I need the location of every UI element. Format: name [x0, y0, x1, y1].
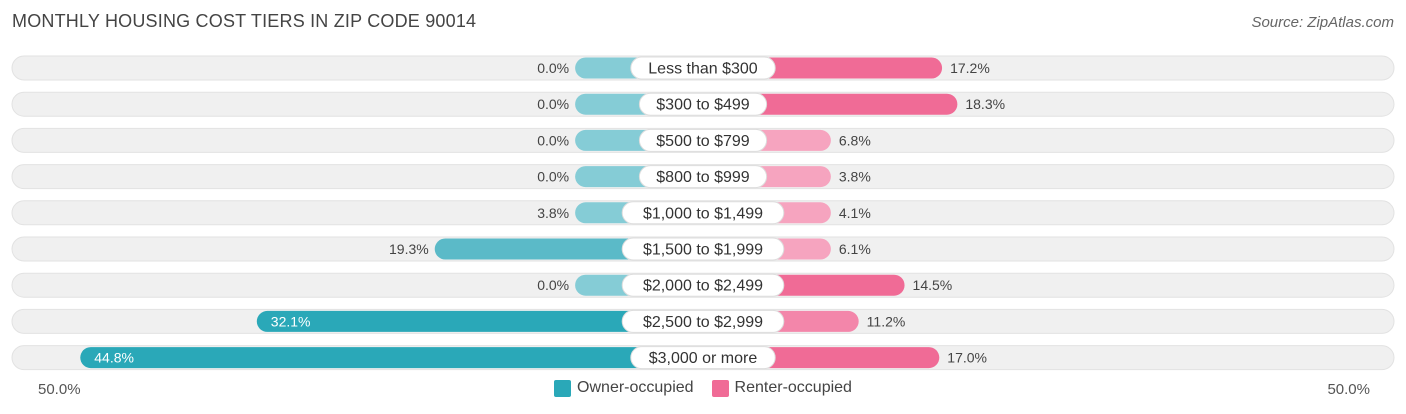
owner-value-label: 44.8%	[94, 350, 134, 366]
owner-bar	[256, 310, 703, 332]
legend-label-owner: Owner-occupied	[577, 379, 694, 396]
renter-value-label: 18.3%	[965, 96, 1005, 112]
owner-value-label: 0.0%	[537, 132, 569, 148]
legend-swatch-renter	[711, 379, 729, 397]
owner-value-label: 0.0%	[537, 96, 569, 112]
category-label: Less than $300	[648, 61, 758, 78]
chart-title: MONTHLY HOUSING COST TIERS IN ZIP CODE 9…	[12, 11, 477, 31]
renter-value-label: 6.8%	[839, 132, 871, 148]
category-label: $2,500 to $2,999	[643, 314, 763, 331]
owner-value-label: 0.0%	[537, 169, 569, 185]
owner-value-label: 19.3%	[389, 241, 429, 257]
legend: Owner-occupied Renter-occupied	[0, 379, 1406, 397]
category-label: $2,000 to $2,499	[643, 278, 763, 295]
category-label: $300 to $499	[656, 97, 750, 114]
renter-value-label: 4.1%	[839, 205, 871, 221]
renter-bar	[703, 93, 958, 115]
axis-min-label: 50.0%	[38, 381, 81, 398]
category-pill	[638, 165, 768, 189]
legend-item-renter: Renter-occupied	[711, 379, 852, 397]
owner-value-label: 32.1%	[271, 313, 311, 329]
owner-bar	[80, 347, 703, 369]
renter-value-label: 14.5%	[913, 277, 953, 293]
renter-value-label: 6.1%	[839, 241, 871, 257]
chart-source: Source: ZipAtlas.com	[1251, 14, 1394, 31]
category-pill	[621, 273, 785, 297]
category-label: $800 to $999	[656, 169, 750, 186]
category-pill	[630, 56, 776, 80]
category-pill	[638, 128, 768, 152]
legend-item-owner: Owner-occupied	[554, 379, 694, 397]
legend-swatch-owner	[554, 379, 572, 397]
category-label: $1,500 to $1,999	[643, 242, 763, 259]
category-label: $1,000 to $1,499	[643, 205, 763, 222]
category-pill	[621, 309, 785, 333]
renter-value-label: 11.2%	[867, 313, 906, 329]
category-pill	[630, 346, 776, 370]
category-label: $3,000 or more	[649, 350, 758, 367]
owner-value-label: 0.0%	[537, 277, 569, 293]
category-label: $500 to $799	[656, 133, 750, 150]
category-pill	[621, 201, 785, 225]
renter-value-label: 17.0%	[947, 350, 987, 366]
renter-value-label: 17.2%	[950, 60, 990, 76]
legend-label-renter: Renter-occupied	[734, 379, 852, 396]
category-pill	[638, 92, 768, 116]
owner-value-label: 3.8%	[537, 205, 569, 221]
renter-value-label: 3.8%	[839, 169, 871, 185]
owner-value-label: 0.0%	[537, 60, 569, 76]
axis-max-label: 50.0%	[1327, 381, 1370, 398]
category-pill	[621, 237, 785, 261]
